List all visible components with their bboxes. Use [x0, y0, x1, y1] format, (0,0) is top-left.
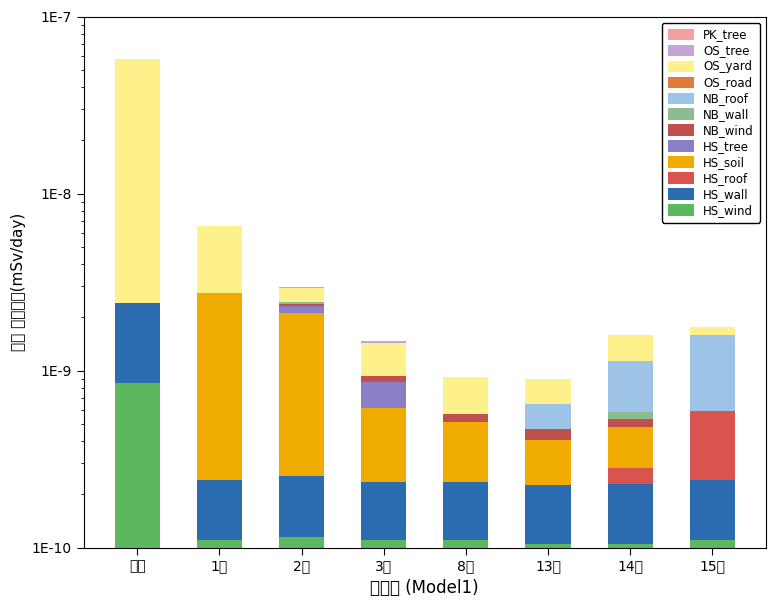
Bar	[608, 427, 653, 468]
Bar	[279, 306, 324, 313]
Bar	[525, 379, 570, 404]
Bar	[443, 378, 489, 415]
Bar	[197, 540, 242, 608]
Y-axis label: 일일 피폭선량(mSv/day): 일일 피폭선량(mSv/day)	[11, 213, 26, 351]
Bar	[279, 475, 324, 537]
Bar	[361, 341, 406, 343]
Bar	[115, 383, 160, 608]
Bar	[361, 343, 406, 376]
Bar	[525, 485, 570, 544]
Bar	[525, 429, 570, 440]
Bar	[608, 361, 653, 412]
Bar	[525, 404, 570, 429]
Bar	[608, 412, 653, 420]
Bar	[361, 408, 406, 482]
Legend: PK_tree, OS_tree, OS_yard, OS_road, NB_roof, NB_wall, NB_wind, HS_tree, HS_soil,: PK_tree, OS_tree, OS_yard, OS_road, NB_r…	[662, 22, 760, 223]
Bar	[279, 302, 324, 304]
Bar	[115, 59, 160, 303]
Bar	[690, 480, 735, 540]
Bar	[443, 482, 489, 540]
Bar	[361, 376, 406, 382]
Bar	[690, 326, 735, 335]
Bar	[279, 288, 324, 302]
X-axis label: 아파트 (Model1): 아파트 (Model1)	[371, 579, 479, 597]
Bar	[197, 480, 242, 540]
Bar	[608, 483, 653, 544]
Bar	[525, 440, 570, 485]
Bar	[279, 313, 324, 475]
Bar	[279, 537, 324, 608]
Bar	[608, 544, 653, 608]
Bar	[690, 411, 735, 480]
Bar	[361, 382, 406, 408]
Bar	[197, 226, 242, 293]
Bar	[608, 420, 653, 427]
Bar	[197, 293, 242, 480]
Bar	[115, 303, 160, 383]
Bar	[525, 544, 570, 608]
Bar	[443, 421, 489, 482]
Bar	[279, 304, 324, 306]
Bar	[443, 540, 489, 608]
Bar	[443, 415, 489, 421]
Bar	[279, 287, 324, 288]
Bar	[690, 540, 735, 608]
Bar	[608, 336, 653, 361]
Bar	[690, 335, 735, 411]
Bar	[361, 540, 406, 608]
Bar	[361, 482, 406, 540]
Bar	[608, 468, 653, 483]
